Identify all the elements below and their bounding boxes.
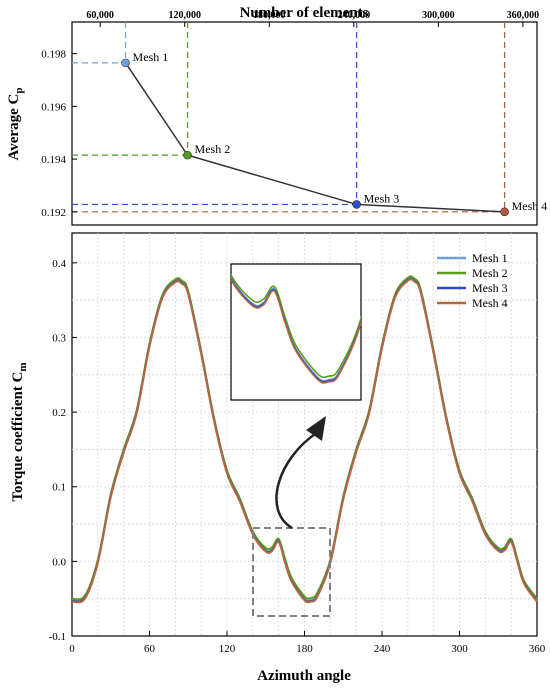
bottom-x-tick-label: 300 <box>451 643 468 655</box>
mesh-point <box>121 58 130 68</box>
legend-label: Mesh 2 <box>472 266 508 280</box>
top-y-tick-label: 0.192 <box>41 207 66 219</box>
bottom-y-tick-label: 0.2 <box>52 407 66 419</box>
zoom-arrow <box>275 430 319 530</box>
bottom-x-tick-label: 120 <box>219 643 236 655</box>
mesh-point-label: Mesh 1 <box>133 50 169 64</box>
top-x-tick-label: 300,000 <box>422 10 455 21</box>
inset-series-line <box>231 273 361 379</box>
top-x-tick-label: 60,000 <box>86 10 114 21</box>
bottom-y-tick-label: 0.0 <box>52 556 66 568</box>
zoom-inset <box>230 263 362 401</box>
bottom-x-tick-label: 60 <box>144 643 156 655</box>
convergence-line <box>124 62 505 213</box>
bottom-y-axis-title: Torque coefficient Cm <box>10 362 29 501</box>
bottom-x-tick-label: 360 <box>529 643 546 655</box>
top-axes: 60,000 120,000 180,000 240,000 300,000 360,00… <box>41 10 539 219</box>
top-y-tick-label: 0.196 <box>41 101 66 113</box>
legend-label: Mesh 3 <box>472 281 508 295</box>
top-y-tick-label: 0.198 <box>41 49 66 61</box>
inset-series-line <box>231 278 361 384</box>
mesh-point <box>352 200 361 209</box>
mesh-point-label: Mesh 2 <box>195 142 231 156</box>
bottom-x-tick-label: 0 <box>69 643 75 655</box>
top-plot-frame <box>71 21 538 226</box>
top-x-tick-label: 240,000 <box>338 10 371 21</box>
legend-label: Mesh 4 <box>472 296 508 310</box>
top-x-tick-label: 180,000 <box>253 10 286 21</box>
zoom-region-box <box>252 527 331 617</box>
bottom-y-tick-label: -0.1 <box>49 631 66 643</box>
inset-series-group <box>231 273 361 384</box>
top-plot-area: Mesh 1 Mesh 2 Mesh 3 Mesh 4 <box>72 22 548 217</box>
top-y-axis-title: Average Cp <box>6 88 25 161</box>
legend-label: Mesh 1 <box>472 251 508 265</box>
top-y-tick-label: 0.194 <box>41 154 66 166</box>
bottom-y-tick-label: 0.3 <box>52 332 66 344</box>
bottom-grid <box>72 233 537 636</box>
top-x-tick-label: 120,000 <box>168 10 201 21</box>
series-line <box>71 278 538 604</box>
bottom-plot-area <box>71 275 538 604</box>
bottom-x-axis-title: Azimuth angle <box>257 668 351 684</box>
mesh-point <box>183 150 192 160</box>
bottom-axes: 0 60 120 180 240 300 360 -0.1 0.0 0.1 0.2 0.3 0.4 <box>49 258 546 655</box>
bottom-x-tick-label: 240 <box>374 643 391 655</box>
top-x-tick-label: 360,000 <box>507 10 540 21</box>
mesh-point <box>500 207 509 217</box>
inset-frame <box>230 263 362 401</box>
mesh-point-label: Mesh 3 <box>364 191 400 205</box>
zoom-arrow-head-icon <box>306 416 326 441</box>
bottom-x-tick-label: 180 <box>296 643 313 655</box>
bottom-y-tick-label: 0.1 <box>52 482 66 494</box>
top-x-axis-title: Number of elements <box>240 5 369 21</box>
bottom-y-tick-label: 0.4 <box>52 258 66 270</box>
mesh-point-label: Mesh 4 <box>512 199 548 213</box>
